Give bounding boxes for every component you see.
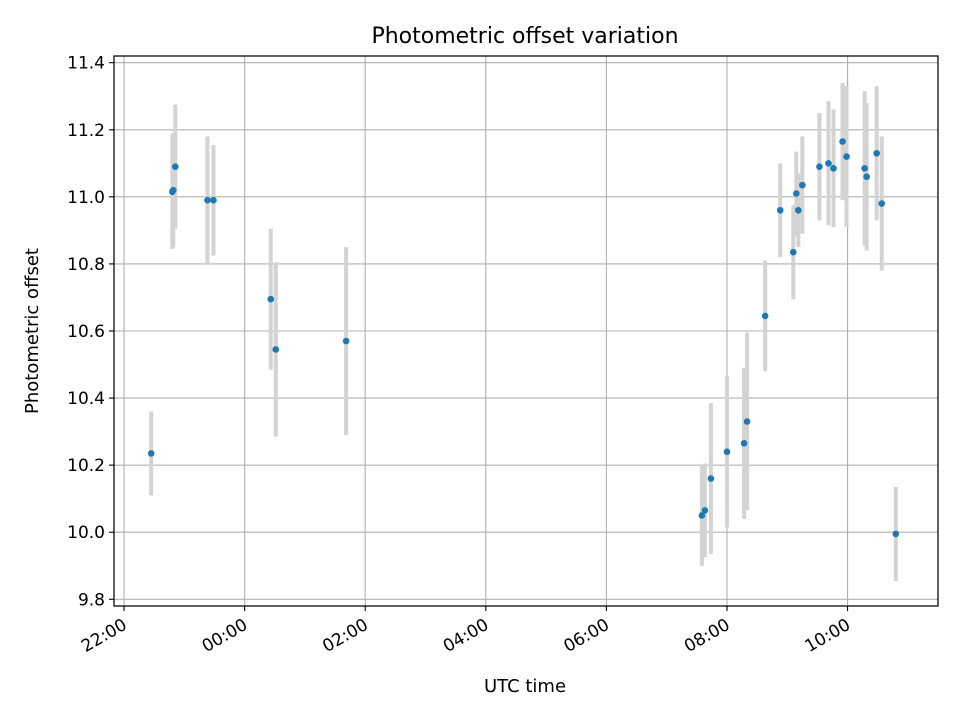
data-point xyxy=(830,165,837,172)
data-point xyxy=(816,163,823,170)
data-point xyxy=(839,138,846,145)
data-point xyxy=(171,163,179,170)
data-point xyxy=(267,295,275,303)
y-tick-label: 11.4 xyxy=(67,54,105,74)
data-point xyxy=(204,196,211,204)
data-point xyxy=(761,312,769,320)
data-point xyxy=(342,337,350,345)
data-point xyxy=(843,153,850,160)
x-tick-label: 00:00 xyxy=(199,615,251,657)
grid xyxy=(114,56,938,606)
data-point xyxy=(789,248,797,256)
data-point xyxy=(210,196,217,204)
x-tick-label: 04:00 xyxy=(440,615,492,657)
y-axis-ticks: 9.8 10.0 10.2 10.4 10.6 10.8 11.0 11.2 11.4 xyxy=(67,54,114,610)
x-tick-label: 22:00 xyxy=(78,615,130,657)
x-tick-label: 06:00 xyxy=(560,615,612,657)
y-tick-label: 11.0 xyxy=(67,188,105,208)
y-tick-label: 9.8 xyxy=(78,590,105,610)
data-point xyxy=(878,200,886,207)
chart-title: Photometric offset variation xyxy=(371,24,678,49)
data-point xyxy=(873,149,881,157)
data-point xyxy=(795,206,802,214)
y-tick-label: 10.4 xyxy=(67,389,105,409)
x-axis-label: UTC time xyxy=(484,676,566,697)
data-point xyxy=(707,475,715,482)
data-point xyxy=(799,181,806,189)
y-tick-label: 10.2 xyxy=(67,456,105,476)
x-tick-label: 10:00 xyxy=(802,615,854,657)
data-point xyxy=(272,346,280,353)
x-axis-ticks: 22:00 00:00 02:00 04:00 06:00 08:00 10:00 xyxy=(78,606,854,657)
data-point xyxy=(740,440,748,447)
data-point xyxy=(698,512,706,519)
y-tick-label: 10.8 xyxy=(67,255,105,275)
data-point xyxy=(776,206,784,214)
y-tick-label: 11.2 xyxy=(67,121,105,141)
y-axis-label: Photometric offset xyxy=(22,248,43,414)
data-point xyxy=(743,418,751,425)
y-tick-label: 10.0 xyxy=(67,523,105,543)
data-point xyxy=(861,165,868,172)
y-tick-label: 10.6 xyxy=(67,322,105,342)
data-point xyxy=(147,450,155,457)
data-point xyxy=(723,448,731,456)
x-tick-label: 02:00 xyxy=(319,615,371,657)
data-point xyxy=(169,186,177,194)
data-point xyxy=(701,507,709,514)
data-point xyxy=(793,190,800,197)
data-point xyxy=(825,160,832,167)
x-tick-label: 08:00 xyxy=(681,615,733,657)
data-point xyxy=(892,530,900,538)
data-points xyxy=(147,138,900,538)
data-point xyxy=(863,173,870,181)
